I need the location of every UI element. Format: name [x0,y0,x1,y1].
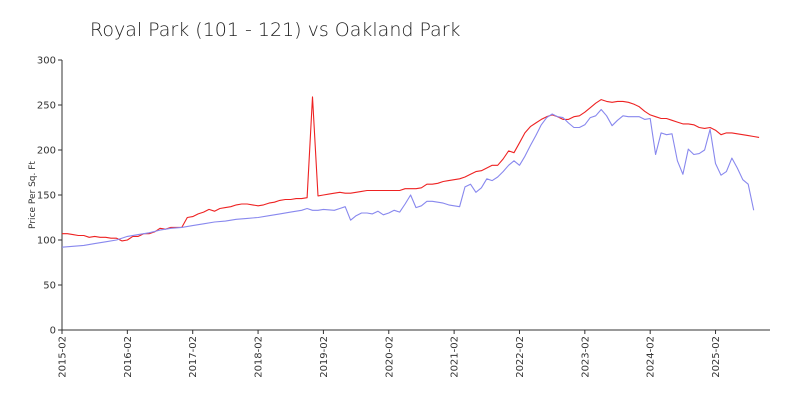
x-tick-label: 2019-02 [319,336,330,378]
y-tick-label: 250 [37,101,56,112]
chart-title: Royal Park (101 - 121) vs Oakland Park [90,19,461,41]
x-tick-label: 2016-02 [123,336,134,378]
y-tick-label: 50 [43,281,56,292]
series-layer [61,96,760,248]
x-tick-label: 2022-02 [515,336,526,378]
y-tick-label: 200 [37,146,56,157]
y-tick-label: 100 [37,236,56,247]
y-axis-label: Price Per Sq. Ft [28,161,38,229]
series-line-1 [62,96,760,242]
x-ticks: 2015-02 2016-02 2017-02 2018-02 2019-02 2020-… [58,330,722,378]
y-tick-label: 0 [50,326,56,337]
x-tick-label: 2015-02 [58,336,69,378]
axes [61,60,770,331]
x-tick-label: 2020-02 [384,336,395,378]
y-tick-label: 150 [37,191,56,202]
x-tick-label: 2018-02 [254,336,265,378]
x-tick-label: 2024-02 [646,336,657,378]
y-ticks: 0 50 100 150 200 250 300 [37,56,62,337]
x-tick-label: 2017-02 [188,336,199,378]
x-tick-label: 2021-02 [450,336,461,378]
y-tick-label: 300 [37,56,56,67]
series-line-2 [61,108,755,248]
x-tick-label: 2025-02 [711,336,722,378]
x-tick-label: 2023-02 [580,336,591,378]
